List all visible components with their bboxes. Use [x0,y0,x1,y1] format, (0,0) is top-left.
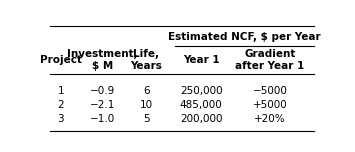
Text: +20%: +20% [254,114,286,124]
Text: Project: Project [40,55,82,65]
Text: 3: 3 [58,114,64,124]
Text: Estimated NCF, $ per Year: Estimated NCF, $ per Year [168,32,320,42]
Text: 6: 6 [143,86,149,96]
Text: −1.0: −1.0 [89,114,115,124]
Text: 2: 2 [58,100,64,110]
Text: −0.9: −0.9 [89,86,115,96]
Text: Gradient
after Year 1: Gradient after Year 1 [235,49,305,71]
Text: 5: 5 [143,114,149,124]
Text: 485,000: 485,000 [180,100,223,110]
Text: −5000: −5000 [252,86,288,96]
Text: Life,
Years: Life, Years [130,49,162,71]
Text: Investment,
$ M: Investment, $ M [67,49,137,71]
Text: +5000: +5000 [253,100,287,110]
Text: Year 1: Year 1 [183,55,219,65]
Text: 10: 10 [140,100,153,110]
Text: 250,000: 250,000 [180,86,223,96]
Text: 1: 1 [58,86,64,96]
Text: −2.1: −2.1 [89,100,115,110]
Text: 200,000: 200,000 [180,114,223,124]
